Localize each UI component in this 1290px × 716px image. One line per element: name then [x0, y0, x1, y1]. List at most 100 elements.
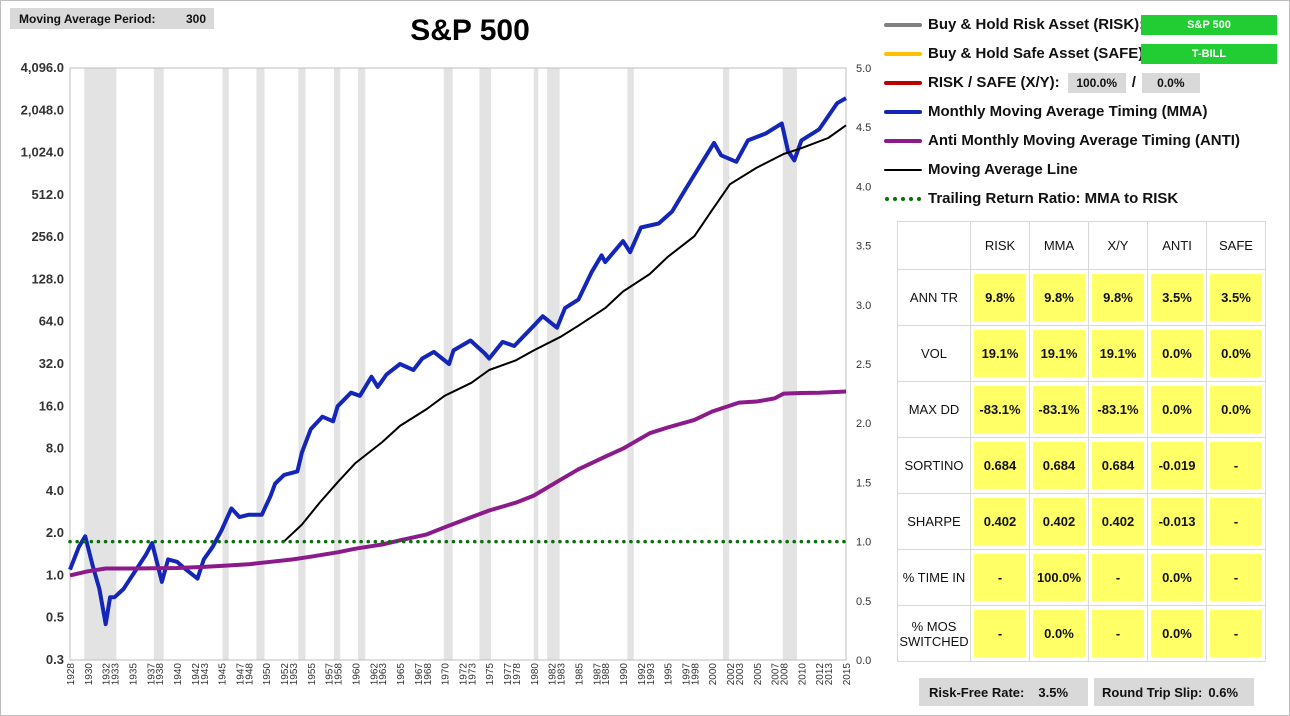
stat-cell: 0.0%	[1151, 330, 1203, 377]
stat-cell: 9.8%	[1033, 274, 1085, 321]
rf-value: 3.5%	[1038, 684, 1069, 700]
xy-safe-value: 0.0%	[1141, 72, 1200, 93]
x-tick-label: 1962	[369, 663, 380, 686]
stat-cell: -	[1210, 554, 1262, 601]
xy-swatch	[884, 80, 922, 85]
mma-swatch	[884, 109, 922, 114]
xy-risk-value: 100.0%	[1067, 72, 1126, 93]
x-tick-label: 1983	[557, 663, 568, 686]
chart-area: 4,096.0 2,048.0 1,024.0 512.0 256.0 128.0 64.0…	[21, 60, 872, 686]
row-label: SHARPE	[897, 493, 971, 550]
x-tick-label: 1963	[378, 663, 389, 686]
col-header: MMA	[1029, 221, 1089, 270]
stat-cell: -0.013	[1151, 498, 1203, 545]
y-tick-label: 1,024.0	[21, 145, 64, 160]
x-tick-label: 1948	[244, 663, 255, 686]
stat-cell: -	[1210, 498, 1262, 545]
y-tick-label: 128.0	[31, 271, 64, 286]
moving-average-line	[283, 124, 847, 543]
anti-swatch	[884, 138, 922, 143]
stat-cell: 0.0%	[1210, 330, 1262, 377]
stats-row: ANN TR 9.8% 9.8% 9.8% 3.5% 3.5%	[897, 269, 1266, 326]
stats-row: % TIME IN - 100.0% - 0.0% -	[897, 549, 1266, 606]
stats-table: RISK MMA X/Y ANTI SAFE ANN TR 9.8% 9.8% …	[897, 221, 1266, 662]
x-tick-label: 1970	[441, 663, 452, 686]
y2-tick-label: 1.5	[856, 477, 871, 489]
x-tick-label: 1978	[512, 663, 523, 686]
stat-cell: 19.1%	[1092, 330, 1144, 377]
x-tick-label: 1972	[458, 663, 469, 686]
stat-cell: -0.019	[1151, 442, 1203, 489]
xy-separator: /	[1131, 74, 1136, 91]
stat-cell: 9.8%	[1092, 274, 1144, 321]
slip-label: Round Trip Slip:	[1102, 684, 1203, 700]
x-tick-label: 1967	[414, 663, 425, 686]
col-header: RISK	[970, 221, 1030, 270]
col-header: X/Y	[1088, 221, 1148, 270]
recession-band	[722, 68, 730, 660]
x-tick-label: 2005	[753, 663, 764, 686]
x-tick-label: 2002	[726, 663, 737, 686]
x-tick-label: 1975	[485, 663, 496, 686]
y-tick-label: 8.0	[46, 441, 64, 456]
ma-swatch	[884, 168, 922, 171]
x-tick-label: 2015	[842, 663, 853, 686]
anti-label: Anti Monthly Moving Average Timing (ANTI…	[928, 132, 1240, 149]
x-tick-label: 2012	[815, 663, 826, 686]
x-tick-label: 1943	[200, 663, 211, 686]
recession-band	[533, 68, 539, 660]
y2-tick-label: 0.5	[856, 596, 871, 608]
recession-band	[334, 68, 341, 660]
stat-cell: -	[974, 610, 1026, 657]
x-tick-label: 1982	[548, 663, 559, 686]
mma-series-line	[68, 96, 847, 627]
stat-cell: 19.1%	[974, 330, 1026, 377]
ma-label: Moving Average Line	[928, 161, 1078, 178]
stat-cell: -	[974, 554, 1026, 601]
slip-value: 0.6%	[1208, 684, 1239, 700]
y-tick-label: 64.0	[39, 314, 64, 329]
x-tick-label: 1957	[325, 663, 336, 686]
x-tick-label: 1990	[619, 663, 630, 686]
y2-tick-label: 2.0	[856, 418, 871, 430]
stat-cell: -	[1210, 442, 1262, 489]
x-tick-label: 1980	[530, 663, 541, 686]
stats-row: % MOS SWITCHED - 0.0% - 0.0% -	[897, 605, 1266, 662]
recession-band	[256, 68, 265, 660]
x-tick-label: 2013	[824, 663, 835, 686]
stat-cell: 0.0%	[1151, 554, 1203, 601]
x-tick-label: 1935	[128, 663, 139, 686]
x-tick-label: 1965	[396, 663, 407, 686]
stat-cell: 0.0%	[1210, 386, 1262, 433]
x-tick-label: 1933	[111, 663, 122, 686]
stat-cell: 3.5%	[1151, 274, 1203, 321]
recession-band	[479, 68, 492, 660]
recession-band	[547, 68, 560, 660]
safe-label: Buy & Hold Safe Asset (SAFE):	[928, 45, 1149, 62]
y-tick-label: 0.3	[46, 652, 64, 667]
y-tick-label: 512.0	[31, 187, 64, 202]
x-tick-label: 2007	[771, 663, 782, 686]
x-tick-label: 1940	[173, 663, 184, 686]
row-label: SORTINO	[897, 437, 971, 494]
x-tick-label: 1938	[155, 663, 166, 686]
chart-title: S&P 500	[410, 14, 530, 47]
period-value: 300	[185, 11, 206, 26]
x-tick-label: 1955	[307, 663, 318, 686]
row-label: VOL	[897, 325, 971, 382]
y2-tick-label: 2.5	[856, 359, 871, 371]
x-tick-label: 1947	[235, 663, 246, 686]
x-tick-label: 1968	[423, 663, 434, 686]
stat-cell: 0.684	[1092, 442, 1144, 489]
x-tick-label: 1942	[191, 663, 202, 686]
legend-safe: Buy & Hold Safe Asset (SAFE): T-BILL	[884, 39, 1284, 68]
ratio-label: Trailing Return Ratio: MMA to RISK	[928, 190, 1179, 207]
round-trip-slip-box: Round Trip Slip: 0.6%	[1094, 678, 1254, 706]
stat-cell: 0.0%	[1151, 610, 1203, 657]
stat-cell: 0.684	[974, 442, 1026, 489]
period-label: Moving Average Period:	[19, 11, 156, 26]
y-tick-label: 2,048.0	[21, 102, 64, 117]
ratio-swatch	[884, 196, 922, 201]
x-tick-label: 2010	[797, 663, 808, 686]
stat-cell: 0.0%	[1033, 610, 1085, 657]
